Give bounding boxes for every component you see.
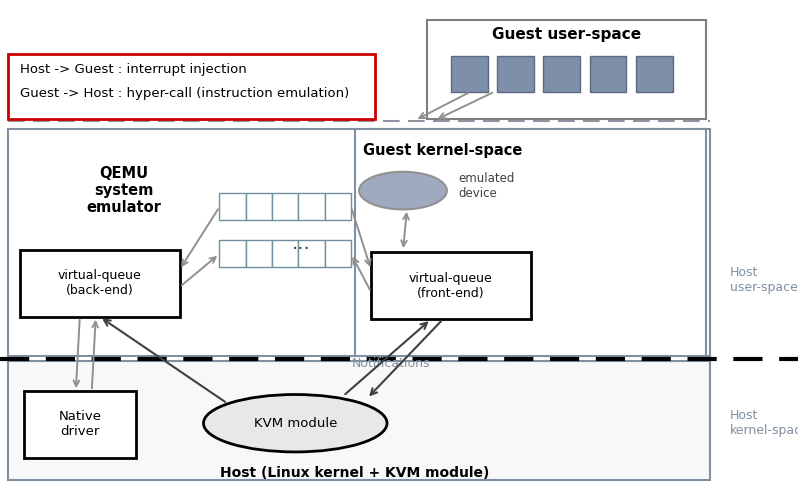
Text: QEMU
system
emulator: QEMU system emulator (86, 166, 161, 215)
Text: virtual-queue
(front-end): virtual-queue (front-end) (409, 272, 492, 300)
Text: virtual-queue
(back-end): virtual-queue (back-end) (58, 269, 141, 297)
FancyBboxPatch shape (325, 240, 351, 267)
Text: Guest kernel-space: Guest kernel-space (363, 144, 523, 158)
FancyBboxPatch shape (8, 129, 710, 356)
FancyBboxPatch shape (325, 193, 351, 220)
FancyBboxPatch shape (590, 56, 626, 92)
FancyBboxPatch shape (355, 129, 706, 356)
FancyBboxPatch shape (20, 250, 180, 317)
Text: ...: ... (292, 234, 311, 253)
FancyBboxPatch shape (8, 54, 375, 119)
FancyBboxPatch shape (298, 240, 325, 267)
FancyBboxPatch shape (371, 252, 531, 319)
FancyBboxPatch shape (24, 391, 136, 458)
FancyBboxPatch shape (219, 240, 246, 267)
FancyBboxPatch shape (219, 193, 246, 220)
FancyBboxPatch shape (298, 193, 325, 220)
FancyBboxPatch shape (451, 56, 488, 92)
Ellipse shape (359, 172, 447, 209)
FancyBboxPatch shape (543, 56, 580, 92)
Text: KVM module: KVM module (254, 417, 337, 430)
Text: Host -> Guest : interrupt injection: Host -> Guest : interrupt injection (20, 63, 247, 76)
FancyBboxPatch shape (8, 361, 710, 480)
Text: Host (Linux kernel + KVM module): Host (Linux kernel + KVM module) (220, 466, 490, 480)
FancyBboxPatch shape (246, 240, 272, 267)
Text: Guest user-space: Guest user-space (492, 27, 641, 42)
Text: Host
kernel-space: Host kernel-space (730, 409, 798, 437)
Ellipse shape (203, 395, 387, 452)
FancyBboxPatch shape (246, 193, 272, 220)
FancyBboxPatch shape (636, 56, 673, 92)
FancyBboxPatch shape (272, 193, 298, 220)
Text: Host
user-space: Host user-space (730, 266, 798, 294)
FancyBboxPatch shape (427, 20, 706, 119)
Text: Native
driver: Native driver (58, 410, 101, 439)
Text: Notifications: Notifications (352, 357, 430, 370)
Text: emulated
device: emulated device (459, 172, 516, 199)
FancyBboxPatch shape (272, 240, 298, 267)
Text: Guest -> Host : hyper-call (instruction emulation): Guest -> Host : hyper-call (instruction … (20, 87, 350, 99)
FancyBboxPatch shape (497, 56, 534, 92)
